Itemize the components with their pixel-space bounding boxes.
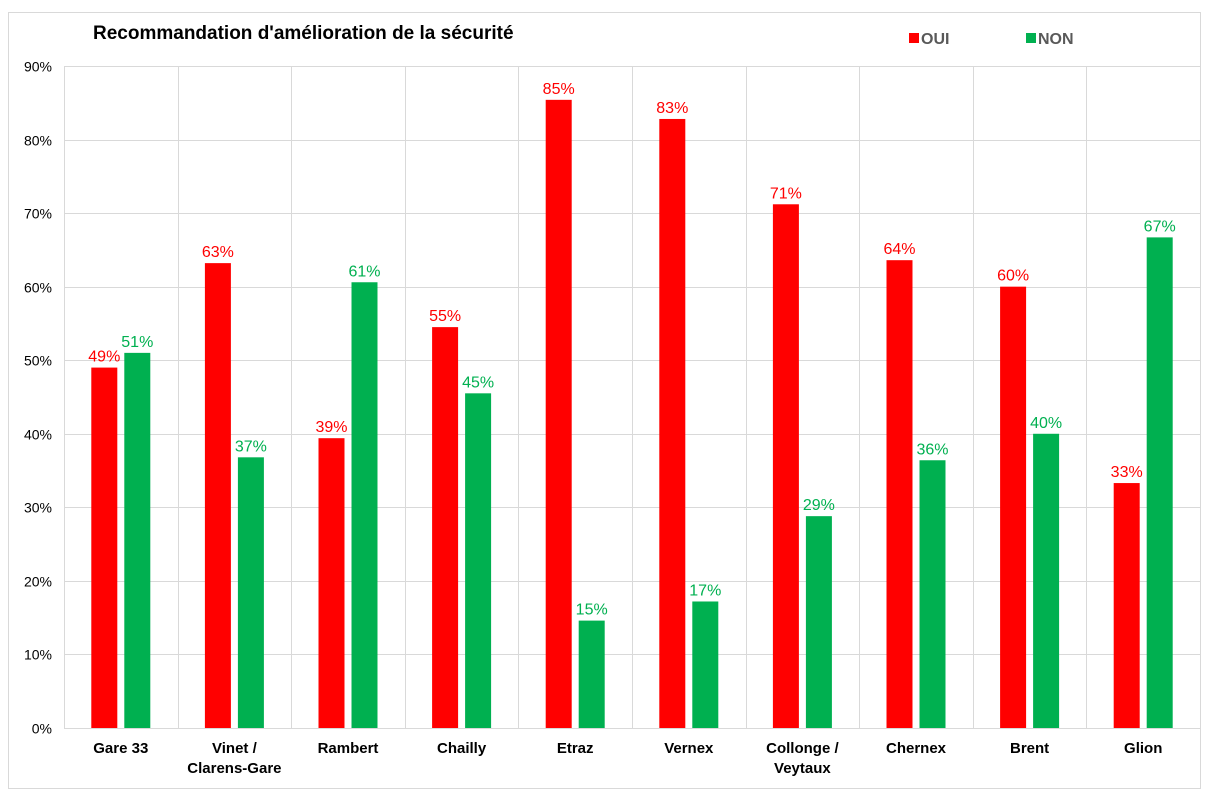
y-tick-label: 80% bbox=[24, 133, 52, 149]
y-tick-label: 40% bbox=[24, 427, 52, 443]
x-tick-label: Chailly bbox=[437, 740, 487, 757]
x-tick-label: Vernex bbox=[664, 740, 714, 757]
x-tick-label: Vinet / Clarens-Gare bbox=[187, 740, 281, 777]
bars bbox=[91, 99, 1173, 729]
bar-oui bbox=[545, 99, 572, 728]
data-label-oui: 39% bbox=[315, 419, 347, 436]
legend-label-non: NON bbox=[1038, 31, 1074, 48]
bar-oui bbox=[659, 118, 686, 728]
legend-label-oui: OUI bbox=[921, 31, 949, 48]
bar-non bbox=[1033, 433, 1060, 728]
bar-non bbox=[805, 516, 832, 728]
bar-non bbox=[465, 393, 492, 728]
y-tick-label: 0% bbox=[32, 721, 52, 737]
legend-swatch-oui bbox=[909, 33, 919, 43]
data-label-oui: 83% bbox=[656, 100, 688, 117]
y-tick-label: 30% bbox=[24, 500, 52, 516]
data-label-non: 36% bbox=[916, 441, 948, 458]
y-tick-label: 10% bbox=[24, 647, 52, 663]
data-label-non: 61% bbox=[348, 263, 380, 280]
data-label-non: 29% bbox=[803, 497, 835, 514]
bar-non bbox=[692, 601, 719, 728]
data-label-oui: 71% bbox=[770, 185, 802, 202]
y-tick-label: 60% bbox=[24, 280, 52, 296]
data-label-oui: 64% bbox=[883, 241, 915, 258]
bar-non bbox=[578, 620, 605, 728]
bar-non bbox=[124, 352, 151, 728]
data-label-oui: 49% bbox=[88, 349, 120, 366]
y-axis: 0% 10% 20% 30% 40% 50% 60% 70% 80% 90% bbox=[24, 59, 52, 737]
x-tick-label: Brent bbox=[1010, 740, 1049, 757]
bar-oui bbox=[318, 438, 345, 728]
bar-oui bbox=[91, 367, 118, 728]
bar-non bbox=[351, 282, 378, 728]
data-label-non: 67% bbox=[1144, 218, 1176, 235]
x-axis: Gare 33 Vinet / Clarens-Gare Rambert Chailly… bbox=[93, 740, 1162, 777]
data-label-non: 37% bbox=[235, 438, 267, 455]
legend: OUI NON bbox=[909, 31, 1074, 48]
x-tick-label: Collonge / Veytaux bbox=[766, 740, 839, 777]
bar-oui bbox=[432, 327, 459, 728]
data-label-oui: 63% bbox=[202, 244, 234, 261]
x-tick-label: Chernex bbox=[886, 740, 947, 757]
bar-non bbox=[1146, 237, 1173, 728]
bar-oui bbox=[1113, 483, 1140, 728]
bar-oui bbox=[886, 260, 913, 728]
x-tick-label: Glion bbox=[1124, 740, 1162, 757]
data-label-non: 51% bbox=[121, 334, 153, 351]
data-label-oui: 60% bbox=[997, 268, 1029, 285]
x-tick-label: Etraz bbox=[557, 740, 594, 757]
y-tick-label: 50% bbox=[24, 353, 52, 369]
bar-oui bbox=[204, 263, 231, 728]
data-label-oui: 55% bbox=[429, 308, 461, 325]
chart-title: Recommandation d'amélioration de la sécu… bbox=[93, 23, 514, 44]
data-label-oui: 33% bbox=[1111, 464, 1143, 481]
data-label-non: 45% bbox=[462, 374, 494, 391]
data-label-oui: 85% bbox=[543, 81, 575, 98]
y-tick-label: 70% bbox=[24, 206, 52, 222]
bar-non bbox=[237, 457, 264, 728]
x-tick-label: Rambert bbox=[318, 740, 379, 757]
bar-oui bbox=[1000, 286, 1027, 728]
data-labels: 49% 63% 39% 55% 85% 83% 71% 64% 60% 33% 51% 37% 61% 4… bbox=[88, 81, 1175, 619]
bar-non bbox=[919, 460, 946, 728]
y-tick-label: 90% bbox=[24, 59, 52, 75]
legend-swatch-non bbox=[1026, 33, 1036, 43]
bar-oui bbox=[772, 204, 799, 729]
y-tick-label: 20% bbox=[24, 574, 52, 590]
data-label-non: 17% bbox=[689, 582, 721, 599]
x-tick-label: Gare 33 bbox=[93, 740, 148, 757]
data-label-non: 15% bbox=[576, 602, 608, 619]
data-label-non: 40% bbox=[1030, 415, 1062, 432]
